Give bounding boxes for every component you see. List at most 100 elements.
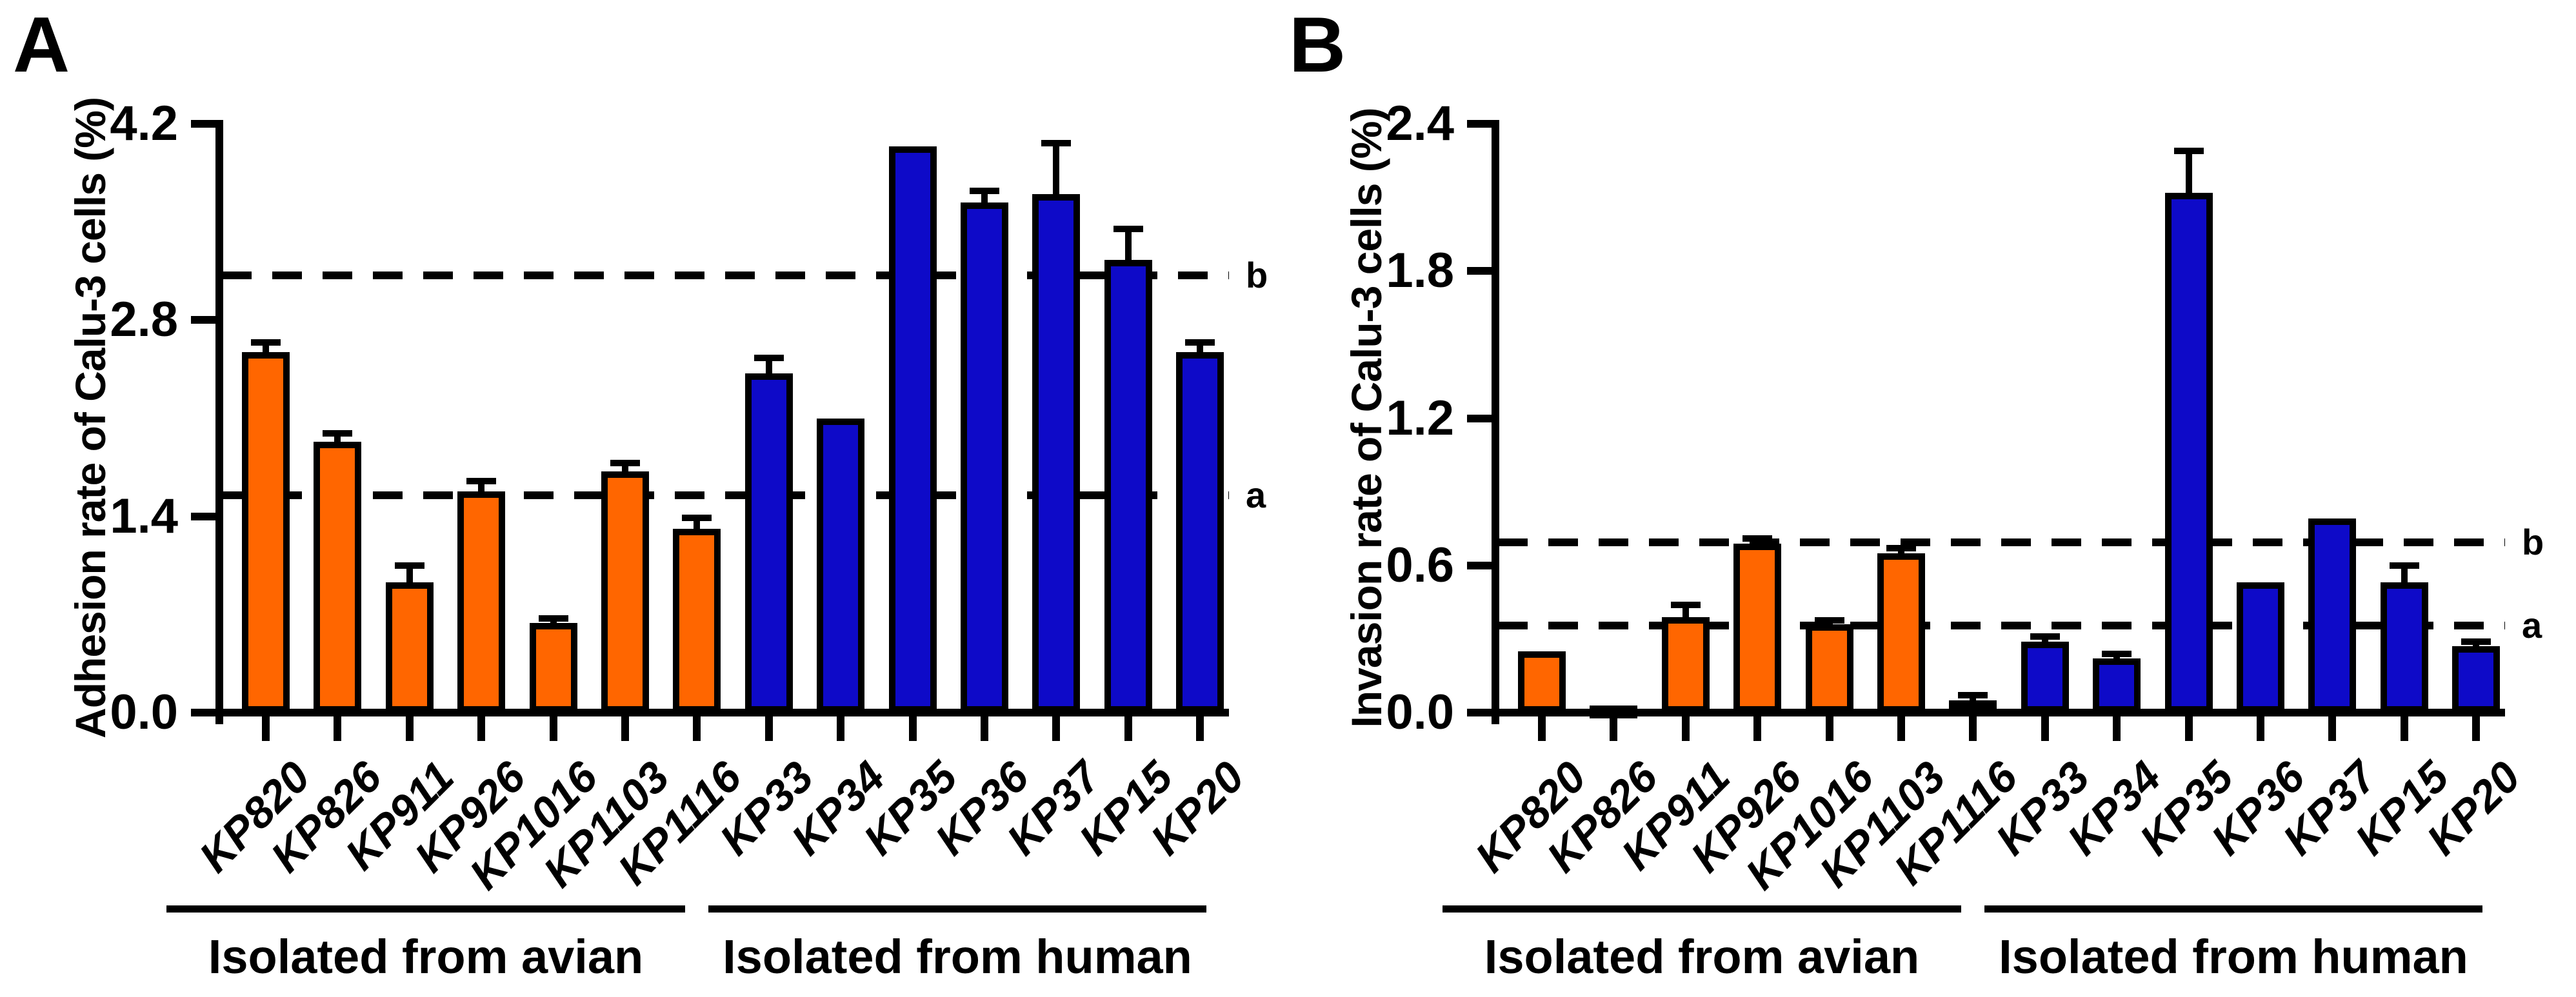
group-bracket-avian: [166, 905, 685, 913]
x-tick: [1681, 716, 1690, 741]
y-tick-label: 0.6: [1386, 537, 1454, 593]
error-bar-cap: [1041, 140, 1072, 147]
x-tick: [981, 716, 988, 741]
x-tick: [2041, 716, 2049, 741]
group-label-avian: Isolated from avian: [208, 930, 644, 983]
bar: [1176, 352, 1224, 713]
group-bracket-avian: [1443, 905, 1961, 913]
bar: [1661, 617, 1710, 713]
error-bar: [263, 342, 269, 353]
group-label-avian: Isolated from avian: [1484, 930, 1920, 983]
bar: [1518, 651, 1566, 713]
error-bar-cap: [1742, 535, 1773, 542]
bar: [1032, 193, 1081, 713]
error-bar-cap: [1670, 601, 1701, 608]
x-tick: [2113, 716, 2121, 741]
error-bar: [981, 191, 988, 202]
x-tick: [405, 716, 414, 741]
error-bar-cap: [1113, 226, 1143, 233]
y-tick-label: 2.8: [110, 292, 178, 348]
panel-b: B Invasion rate of Calu-3 cells (%) 0.0 0…: [1276, 0, 2576, 997]
x-tick: [693, 716, 701, 741]
x-tick: [1610, 716, 1618, 741]
bar: [314, 442, 362, 713]
error-bar-cap: [1958, 692, 1988, 699]
bar: [1104, 259, 1152, 713]
bar: [744, 373, 793, 713]
x-tick: [908, 716, 917, 741]
x-tick: [1897, 716, 1905, 741]
y-tick: [1467, 120, 1492, 128]
y-tick-label: 0.0: [110, 685, 178, 740]
x-tick: [2328, 716, 2337, 741]
error-bar-cap: [2102, 650, 2132, 657]
x-tick: [334, 716, 342, 741]
x-tick: [1124, 716, 1132, 741]
bar: [457, 491, 506, 713]
x-tick: [477, 716, 486, 741]
bar: [1949, 700, 1997, 713]
error-bar: [1197, 342, 1204, 353]
panel-letter-a: A: [13, 1, 70, 88]
error-bar-cap: [2030, 633, 2060, 640]
bar: [1805, 624, 1853, 713]
error-bar-cap: [2389, 562, 2419, 569]
error-bar-cap: [466, 478, 497, 485]
y-tick-label: 1.8: [1386, 243, 1454, 299]
y-tick-label: 1.4: [110, 488, 178, 544]
error-bar-cap: [610, 460, 640, 467]
error-bar-cap: [682, 514, 712, 521]
group-bracket-human: [1984, 905, 2482, 913]
plot-area-b: 0.0 0.6 1.2 1.8 2.4 a b KP820 KP826 KP911 KP926 KP1…: [1276, 0, 2576, 997]
error-bar-cap: [2173, 147, 2204, 154]
bar: [961, 202, 1008, 713]
plot-area-a: 0.0 1.4 2.8 4.2 a b KP820 KP826 KP911 KP926 KP1016…: [110, 96, 1268, 899]
y-tick-label: 1.2: [1386, 390, 1454, 446]
ref-line-label: b: [1246, 254, 1268, 295]
panel-a: A Adhesion rate of Calu-3 cells (%) 0.0 1…: [13, 1, 1268, 983]
y-tick: [191, 316, 215, 324]
x-tick: [2257, 716, 2264, 741]
bar: [673, 529, 721, 713]
y-tick: [1467, 561, 1492, 569]
y-tick-label: 0.0: [1386, 685, 1454, 740]
error-bar-cap: [538, 615, 568, 622]
panel-letter-b: B: [1289, 1, 1346, 88]
x-tick: [2472, 716, 2481, 741]
x-tick: [1052, 716, 1061, 741]
y-tick: [1467, 414, 1492, 422]
bar: [242, 352, 290, 713]
bar: [817, 418, 865, 713]
bar: [2021, 641, 2069, 713]
ref-line-label: a: [2522, 604, 2542, 646]
bar: [2380, 582, 2428, 713]
error-bar: [1682, 604, 1689, 617]
error-bar-cap: [1814, 617, 1844, 624]
error-bar: [622, 463, 628, 472]
bar: [2308, 518, 2357, 713]
bar: [888, 146, 937, 713]
error-bar-cap: [1185, 339, 1215, 346]
error-bar-cap: [323, 430, 353, 437]
error-bar: [406, 565, 413, 582]
x-tick: [1538, 716, 1546, 741]
error-bar-cap: [394, 562, 424, 569]
bar: [1733, 543, 1782, 713]
x-tick: [262, 716, 270, 741]
x-tick: [1825, 716, 1833, 741]
error-bar: [1124, 229, 1132, 260]
group-label-human: Isolated from human: [723, 930, 1192, 983]
bar: [2093, 658, 2141, 713]
bar: [2452, 646, 2501, 713]
bar: [601, 471, 649, 713]
y-tick: [1467, 709, 1492, 716]
y-tick-label: 4.2: [110, 96, 178, 151]
error-bar: [2401, 565, 2408, 583]
ref-line-label: a: [1246, 475, 1266, 516]
x-tick: [549, 716, 557, 741]
error-bar: [765, 358, 772, 373]
x-tick: [621, 716, 629, 741]
error-bar-cap: [251, 339, 281, 346]
error-bar-cap: [970, 188, 999, 195]
x-tick: [1196, 716, 1204, 741]
